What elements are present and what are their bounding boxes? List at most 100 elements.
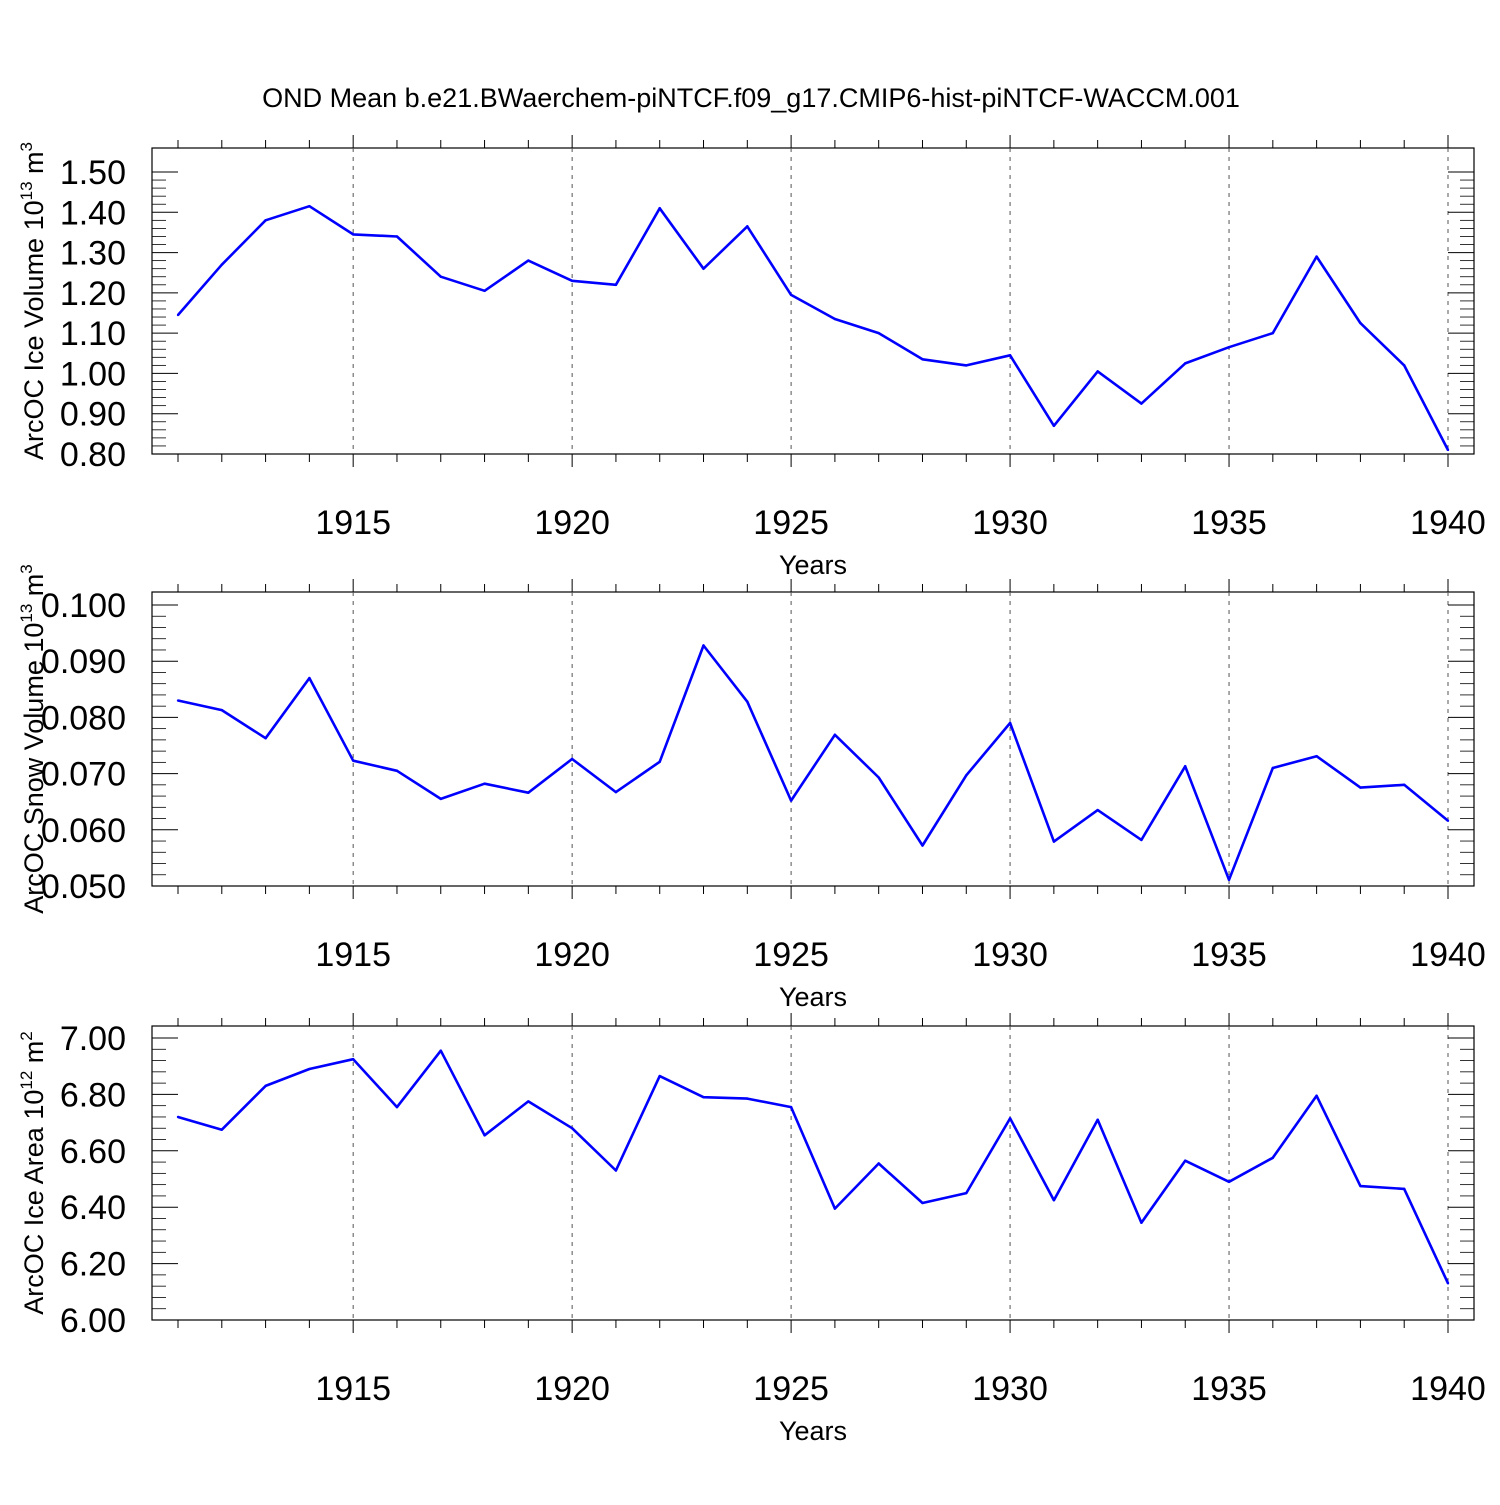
data-point bbox=[527, 1100, 530, 1103]
data-point bbox=[1096, 808, 1099, 812]
data-point bbox=[395, 1105, 399, 1109]
x-tick-label: 1915 bbox=[315, 1370, 391, 1408]
y-tick-label: 1.20 bbox=[60, 275, 126, 313]
data-point bbox=[220, 708, 223, 712]
data-point bbox=[789, 1105, 793, 1109]
data-point bbox=[614, 790, 618, 794]
y-tick-label: 7.00 bbox=[60, 1020, 126, 1058]
data-point bbox=[395, 769, 399, 772]
data-point bbox=[351, 759, 355, 762]
y-tick-label: 6.80 bbox=[60, 1076, 126, 1114]
y-axis-label-main: ArcOC Ice Area 10 bbox=[19, 1090, 49, 1315]
data-point bbox=[1052, 424, 1056, 427]
data-point bbox=[264, 219, 267, 222]
data-point bbox=[833, 1207, 837, 1210]
y-tick-label: 6.40 bbox=[60, 1189, 126, 1227]
x-tick-label: 1930 bbox=[972, 936, 1048, 974]
y-tick-label: 0.080 bbox=[41, 699, 126, 737]
data-point bbox=[1271, 1156, 1275, 1160]
data-point bbox=[1315, 1094, 1318, 1098]
data-point bbox=[1096, 370, 1099, 373]
data-point bbox=[877, 1162, 880, 1165]
data-point bbox=[1403, 1187, 1406, 1191]
x-tick-label: 1940 bbox=[1410, 936, 1486, 974]
data-point bbox=[176, 1115, 180, 1119]
y-tick-label: 0.060 bbox=[41, 812, 126, 850]
data-point bbox=[1271, 331, 1275, 335]
data-point bbox=[351, 233, 355, 236]
data-point bbox=[308, 205, 311, 208]
data-point bbox=[746, 700, 749, 703]
y-tick-label: 1.40 bbox=[60, 194, 126, 232]
y-tick-label: 1.50 bbox=[60, 154, 126, 192]
data-point bbox=[1403, 364, 1406, 367]
y-tick-label: 0.070 bbox=[41, 756, 126, 794]
data-point bbox=[439, 797, 442, 801]
data-point bbox=[1008, 354, 1012, 357]
x-tick-label: 1920 bbox=[534, 504, 610, 542]
y-tick-label: 0.90 bbox=[60, 396, 126, 434]
data-point bbox=[614, 1169, 618, 1172]
y-axis-label-exponent: 13 bbox=[17, 604, 36, 623]
y-axis-label-exponent: 12 bbox=[17, 1071, 36, 1090]
data-point bbox=[1008, 721, 1012, 725]
x-tick-label: 1935 bbox=[1191, 936, 1267, 974]
series-line bbox=[177, 1049, 1450, 1284]
x-tick-label: 1925 bbox=[753, 936, 829, 974]
data-point bbox=[965, 1191, 968, 1195]
data-point bbox=[176, 699, 180, 702]
y-tick-label: 6.60 bbox=[60, 1133, 126, 1171]
data-point bbox=[789, 799, 793, 802]
series-line bbox=[177, 644, 1449, 882]
y-axis-label-unit: m bbox=[19, 151, 49, 181]
y-tick-label: 0.050 bbox=[41, 868, 126, 906]
data-point bbox=[483, 1134, 486, 1137]
data-point bbox=[1096, 1118, 1099, 1121]
y-axis-label: ArcOC Snow Volume 1013 m3 bbox=[17, 564, 49, 914]
x-axis-label: Years bbox=[779, 1416, 847, 1446]
y-tick-label: 1.10 bbox=[60, 315, 126, 353]
data-point bbox=[658, 1074, 661, 1078]
y-axis-label: ArcOC Ice Area 1012 m2 bbox=[17, 1031, 49, 1315]
data-point bbox=[220, 1128, 223, 1131]
y-axis-label-unit: m bbox=[19, 1041, 49, 1071]
x-tick-label: 1925 bbox=[753, 1370, 829, 1408]
data-point bbox=[570, 279, 574, 282]
y-axis-label-main: ArcOC Ice Volume 10 bbox=[19, 200, 49, 460]
data-point bbox=[702, 1096, 705, 1099]
data-point bbox=[1227, 1180, 1231, 1184]
series-line bbox=[177, 204, 1450, 451]
x-tick-label: 1940 bbox=[1410, 504, 1486, 542]
x-tick-label: 1925 bbox=[753, 504, 829, 542]
data-point bbox=[264, 736, 267, 740]
data-point bbox=[1227, 878, 1231, 882]
plot-frame bbox=[151, 591, 1475, 887]
data-point bbox=[1359, 786, 1362, 789]
y-tick-label: 1.00 bbox=[60, 355, 126, 393]
x-tick-label: 1920 bbox=[534, 936, 610, 974]
data-point bbox=[1184, 1159, 1187, 1162]
data-point bbox=[308, 1067, 311, 1071]
y-axis-label: ArcOC Ice Volume 1013 m3 bbox=[17, 142, 49, 460]
data-point bbox=[921, 1201, 924, 1205]
data-point bbox=[570, 1127, 574, 1130]
data-point bbox=[965, 364, 968, 367]
data-point bbox=[351, 1057, 355, 1061]
data-point bbox=[439, 1049, 442, 1052]
data-point bbox=[1446, 819, 1450, 823]
data-point bbox=[877, 331, 880, 335]
data-point bbox=[921, 844, 924, 847]
data-point bbox=[395, 235, 399, 238]
data-point bbox=[1140, 1221, 1143, 1224]
data-point bbox=[833, 317, 837, 321]
y-tick-label: 0.80 bbox=[60, 436, 126, 474]
y-tick-label: 6.20 bbox=[60, 1246, 126, 1284]
data-point bbox=[1184, 765, 1187, 768]
data-point bbox=[483, 782, 486, 785]
data-point bbox=[658, 207, 661, 210]
data-point bbox=[1227, 346, 1231, 349]
x-tick-label: 1915 bbox=[315, 504, 391, 542]
data-point bbox=[1052, 1198, 1056, 1202]
data-point bbox=[176, 313, 180, 317]
